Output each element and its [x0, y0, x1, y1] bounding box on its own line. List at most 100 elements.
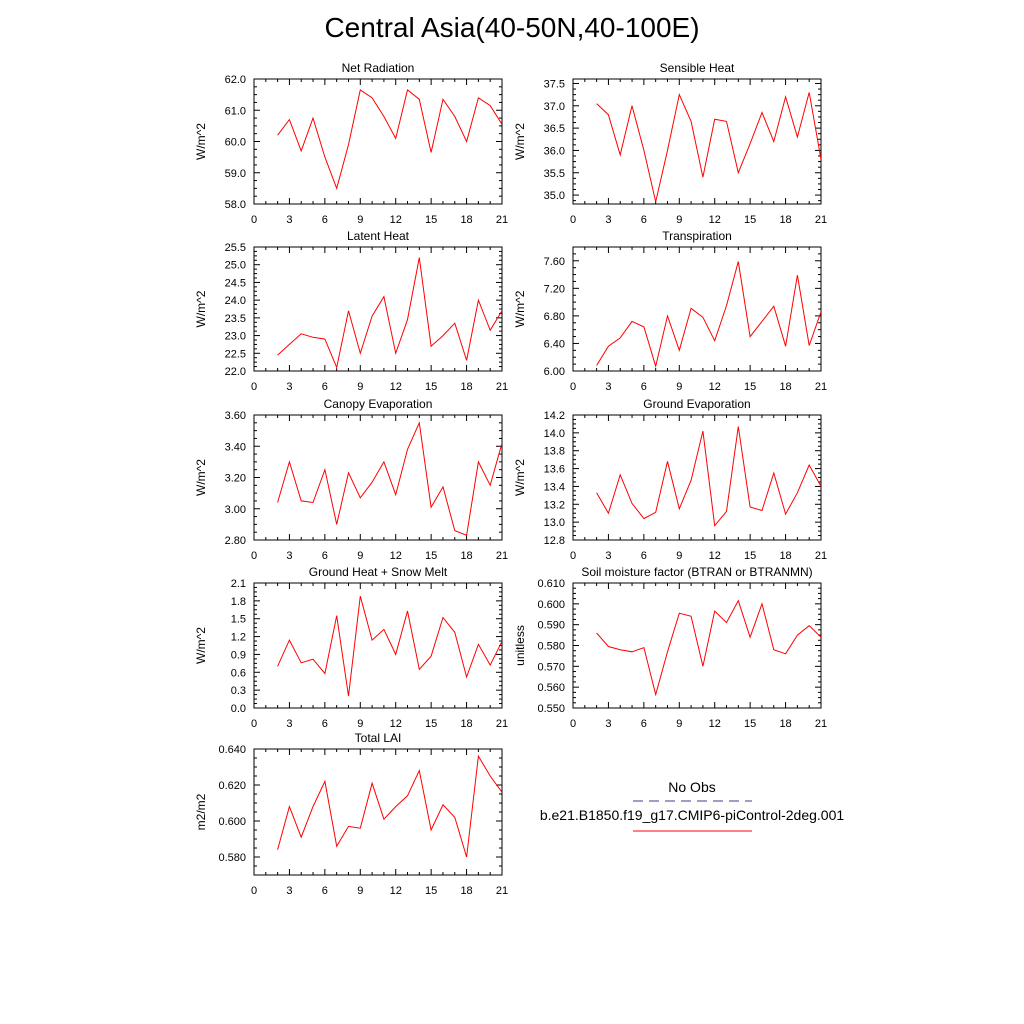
x-tick-label: 18: [460, 550, 472, 562]
chart-panel-5: Canopy Evaporation 0 3 6 9 12 15 18 21 2.80 3.00 3.…: [194, 397, 508, 562]
x-tick-label: 3: [286, 550, 292, 562]
x-tick-label: 0: [251, 885, 257, 897]
y-tick-label: 6.40: [544, 338, 565, 350]
y-tick-label: 60.0: [225, 137, 246, 149]
plot-frame: [572, 78, 822, 205]
y-tick-label: 24.5: [225, 277, 246, 289]
legend-obs-label: No Obs: [668, 779, 715, 795]
x-tick-label: 3: [286, 885, 292, 897]
x-tick-label: 15: [425, 381, 437, 393]
chart-panel-7: Ground Heat + Snow Melt 0 3 6 9 12 15 18 21 0.0 0.…: [194, 565, 508, 730]
x-tick-label: 0: [251, 214, 257, 226]
x-tick-label: 3: [605, 381, 611, 393]
y-tick-label: 37.0: [544, 101, 565, 113]
chart-panel-8: Soil moisture factor (BTRAN or BTRANMN) 0…: [513, 565, 827, 730]
x-tick-label: 9: [676, 214, 682, 226]
x-tick-label: 15: [425, 550, 437, 562]
plot-frame: [572, 414, 822, 541]
x-tick-label: 6: [641, 550, 647, 562]
x-tick-label: 3: [286, 718, 292, 730]
series-line: [277, 420, 502, 536]
series-line: [596, 426, 821, 527]
y-tick-label: 1.8: [231, 596, 246, 608]
x-tick-label: 15: [744, 550, 756, 562]
x-tick-label: 21: [815, 718, 827, 730]
x-tick-label: 9: [357, 718, 363, 730]
y-tick-label: 13.6: [544, 464, 565, 476]
legend-model-label: b.e21.B1850.f19_g17.CMIP6-piControl-2deg…: [540, 807, 845, 823]
series-line: [596, 599, 821, 697]
x-tick-label: 0: [251, 550, 257, 562]
y-tick-label: 35.5: [544, 168, 565, 180]
y-tick-label: 0.590: [537, 620, 565, 632]
x-tick-label: 6: [322, 550, 328, 562]
x-tick-label: 0: [251, 381, 257, 393]
y-axis-label: unitless: [513, 625, 527, 666]
y-tick-label: 14.0: [544, 428, 565, 440]
y-axis-label: W/m^2: [513, 459, 527, 496]
x-tick-label: 9: [676, 550, 682, 562]
x-tick-label: 12: [390, 381, 402, 393]
y-tick-label: 0.0: [231, 703, 246, 715]
y-tick-label: 2.1: [231, 578, 246, 590]
plot-frame: [253, 582, 503, 709]
x-tick-label: 6: [322, 381, 328, 393]
x-tick-label: 15: [744, 381, 756, 393]
y-tick-label: 0.580: [218, 852, 246, 864]
x-tick-label: 9: [357, 550, 363, 562]
plot-frame: [572, 246, 822, 372]
plot-frame: [253, 414, 503, 541]
x-tick-label: 6: [322, 885, 328, 897]
chart-title: Sensible Heat: [660, 61, 735, 75]
chart-panel-2: Sensible Heat 0 3 6 9 12 15 18 21 35.0 35.5 36.0 36.…: [513, 61, 827, 226]
y-tick-label: 3.60: [225, 410, 246, 422]
plot-frame: [572, 582, 822, 709]
y-tick-label: 37.5: [544, 78, 565, 90]
chart-panel-1: Net Radiation 0 3 6 9 12 15 18 21 58.0 59.0 60.0 61.…: [194, 61, 508, 226]
x-tick-label: 15: [425, 214, 437, 226]
y-axis-label: m2/m2: [194, 793, 208, 830]
y-tick-label: 13.8: [544, 446, 565, 458]
x-tick-label: 0: [570, 214, 576, 226]
y-tick-label: 7.20: [544, 283, 565, 295]
chart-panel-6: Ground Evaporation 0 3 6 9 12 15 18 21 12.8 13.0 13…: [513, 397, 827, 562]
chart-title: Ground Evaporation: [643, 397, 750, 411]
y-tick-label: 61.0: [225, 105, 246, 117]
x-tick-label: 15: [744, 718, 756, 730]
x-tick-label: 0: [570, 550, 576, 562]
y-tick-label: 0.9: [231, 649, 246, 661]
x-tick-label: 12: [390, 718, 402, 730]
x-tick-label: 21: [815, 214, 827, 226]
x-tick-label: 15: [425, 718, 437, 730]
y-tick-label: 3.00: [225, 504, 246, 516]
x-tick-label: 21: [496, 550, 508, 562]
y-tick-label: 13.0: [544, 517, 565, 529]
y-tick-label: 36.0: [544, 145, 565, 157]
x-tick-label: 9: [676, 718, 682, 730]
series-line: [277, 754, 502, 858]
plot-frame: [253, 78, 503, 205]
x-tick-label: 18: [460, 381, 472, 393]
chart-title: Canopy Evaporation: [324, 397, 433, 411]
x-tick-label: 18: [779, 550, 791, 562]
y-tick-label: 6.00: [544, 366, 565, 378]
y-tick-label: 0.570: [537, 661, 565, 673]
y-tick-label: 1.5: [231, 614, 246, 626]
x-tick-label: 21: [496, 381, 508, 393]
y-tick-label: 22.5: [225, 348, 246, 360]
x-tick-label: 21: [496, 718, 508, 730]
x-tick-label: 18: [460, 885, 472, 897]
y-tick-label: 35.0: [544, 190, 565, 202]
y-axis-label: W/m^2: [194, 123, 208, 160]
x-tick-label: 18: [779, 381, 791, 393]
x-tick-label: 15: [425, 885, 437, 897]
y-tick-label: 25.0: [225, 260, 246, 272]
x-tick-label: 3: [286, 381, 292, 393]
y-tick-label: 0.6: [231, 667, 246, 679]
chart-panel-4: Transpiration 0 3 6 9 12 15 18 21 6.00 6.40 6.80 7.2…: [513, 229, 827, 393]
y-tick-label: 7.60: [544, 256, 565, 268]
x-tick-label: 9: [357, 885, 363, 897]
chart-title: Total LAI: [355, 731, 402, 745]
x-tick-label: 6: [641, 381, 647, 393]
x-tick-label: 18: [779, 214, 791, 226]
